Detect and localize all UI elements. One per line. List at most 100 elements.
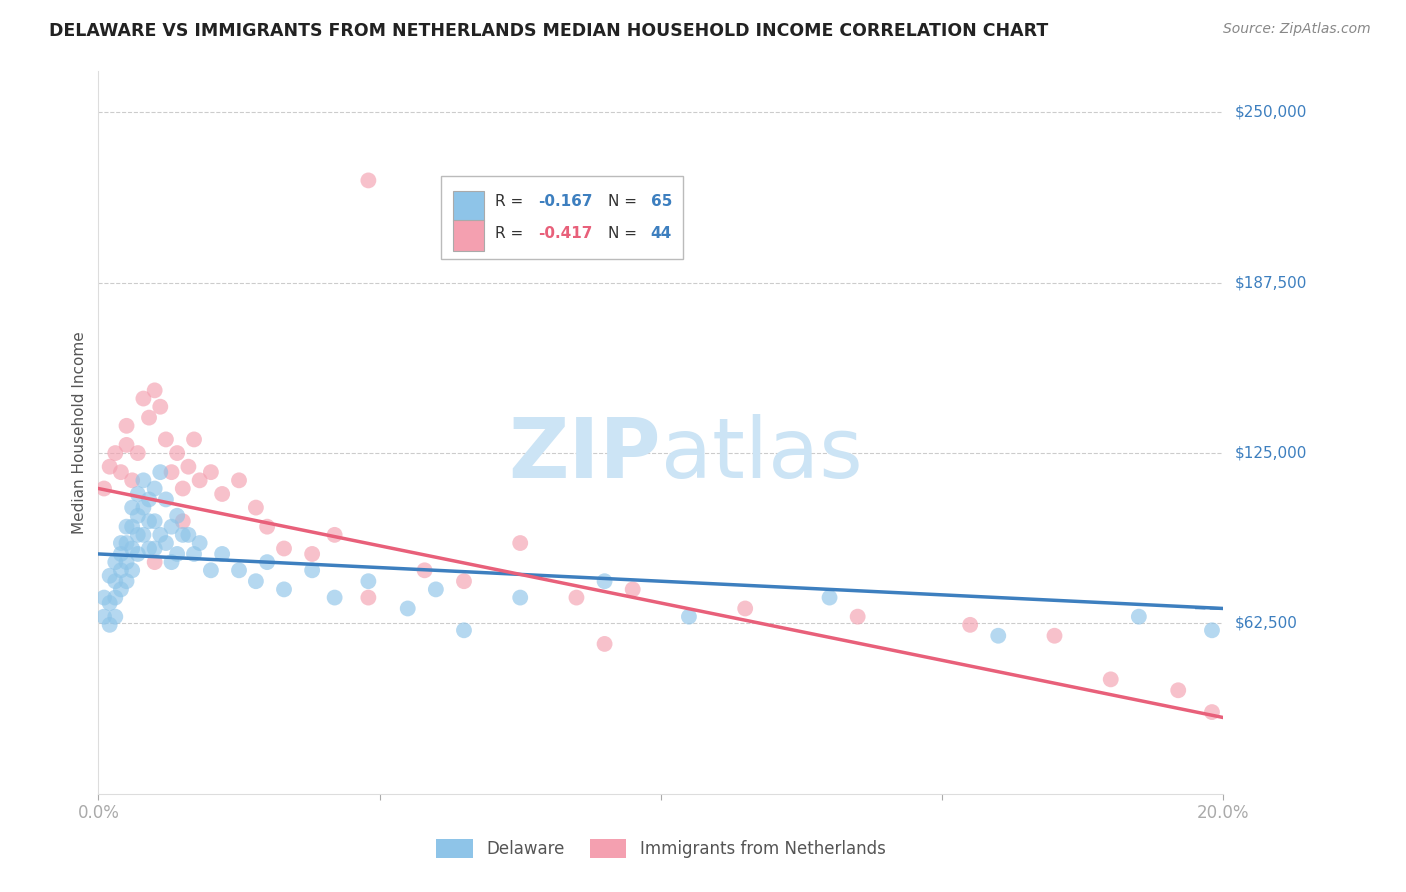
Point — [121, 519, 143, 533]
Point — [509, 536, 531, 550]
Point — [149, 400, 172, 414]
Text: Source: ZipAtlas.com: Source: ZipAtlas.com — [1223, 22, 1371, 37]
Text: $250,000: $250,000 — [1234, 104, 1306, 120]
Point — [188, 473, 211, 487]
Point — [115, 418, 138, 433]
Point — [127, 547, 149, 561]
Point — [93, 591, 115, 605]
Point — [177, 459, 200, 474]
Point — [357, 591, 380, 605]
Point — [959, 617, 981, 632]
Point — [177, 528, 200, 542]
Point — [211, 487, 233, 501]
Point — [188, 536, 211, 550]
Point — [509, 591, 531, 605]
Point — [183, 433, 205, 447]
Point — [453, 624, 475, 638]
Text: DELAWARE VS IMMIGRANTS FROM NETHERLANDS MEDIAN HOUSEHOLD INCOME CORRELATION CHAR: DELAWARE VS IMMIGRANTS FROM NETHERLANDS … — [49, 22, 1049, 40]
Text: N =: N = — [607, 227, 641, 242]
Point — [357, 574, 380, 589]
Point — [256, 555, 278, 569]
Point — [110, 582, 132, 597]
Point — [115, 536, 138, 550]
Point — [138, 410, 160, 425]
Point — [138, 514, 160, 528]
Point — [110, 563, 132, 577]
Point — [149, 528, 172, 542]
Point — [565, 591, 588, 605]
Point — [115, 438, 138, 452]
Point — [453, 574, 475, 589]
Point — [593, 574, 616, 589]
Point — [1128, 609, 1150, 624]
Point — [172, 528, 194, 542]
Point — [1201, 705, 1223, 719]
Point — [183, 547, 205, 561]
Point — [846, 609, 869, 624]
Point — [160, 519, 183, 533]
Point — [98, 596, 121, 610]
Text: $187,500: $187,500 — [1234, 275, 1306, 290]
Point — [155, 433, 177, 447]
Point — [143, 482, 166, 496]
Point — [104, 574, 127, 589]
Point — [121, 500, 143, 515]
Point — [138, 541, 160, 556]
Point — [166, 508, 188, 523]
Point — [425, 582, 447, 597]
Point — [121, 563, 143, 577]
Text: atlas: atlas — [661, 414, 862, 495]
Point — [1167, 683, 1189, 698]
Point — [160, 555, 183, 569]
Text: 65: 65 — [651, 194, 672, 209]
Point — [127, 446, 149, 460]
Point — [138, 492, 160, 507]
Point — [228, 473, 250, 487]
Point — [1043, 629, 1066, 643]
Point — [104, 446, 127, 460]
Point — [98, 568, 121, 582]
Text: ZIP: ZIP — [509, 414, 661, 495]
Point — [155, 492, 177, 507]
Text: 44: 44 — [651, 227, 672, 242]
Point — [228, 563, 250, 577]
Point — [1099, 673, 1122, 687]
Point — [93, 482, 115, 496]
Text: R =: R = — [495, 194, 529, 209]
Point — [93, 609, 115, 624]
Point — [273, 582, 295, 597]
Text: -0.167: -0.167 — [538, 194, 593, 209]
Point — [734, 601, 756, 615]
Text: $125,000: $125,000 — [1234, 446, 1306, 460]
Point — [127, 487, 149, 501]
FancyBboxPatch shape — [453, 220, 484, 251]
Point — [121, 541, 143, 556]
Point — [104, 591, 127, 605]
Y-axis label: Median Household Income: Median Household Income — [72, 331, 87, 534]
Point — [211, 547, 233, 561]
Point — [273, 541, 295, 556]
Point — [1201, 624, 1223, 638]
Point — [115, 574, 138, 589]
Point — [200, 465, 222, 479]
Point — [678, 609, 700, 624]
Point — [132, 528, 155, 542]
Legend: Delaware, Immigrants from Netherlands: Delaware, Immigrants from Netherlands — [429, 832, 893, 865]
Point — [127, 508, 149, 523]
Point — [323, 528, 346, 542]
Point — [132, 500, 155, 515]
Text: -0.417: -0.417 — [538, 227, 592, 242]
Point — [621, 582, 644, 597]
Point — [301, 563, 323, 577]
Text: N =: N = — [607, 194, 641, 209]
Point — [121, 473, 143, 487]
Text: $62,500: $62,500 — [1234, 616, 1298, 631]
Point — [98, 459, 121, 474]
Point — [132, 473, 155, 487]
Point — [160, 465, 183, 479]
Point — [166, 446, 188, 460]
Point — [301, 547, 323, 561]
Point — [172, 514, 194, 528]
Point — [593, 637, 616, 651]
Point — [413, 563, 436, 577]
